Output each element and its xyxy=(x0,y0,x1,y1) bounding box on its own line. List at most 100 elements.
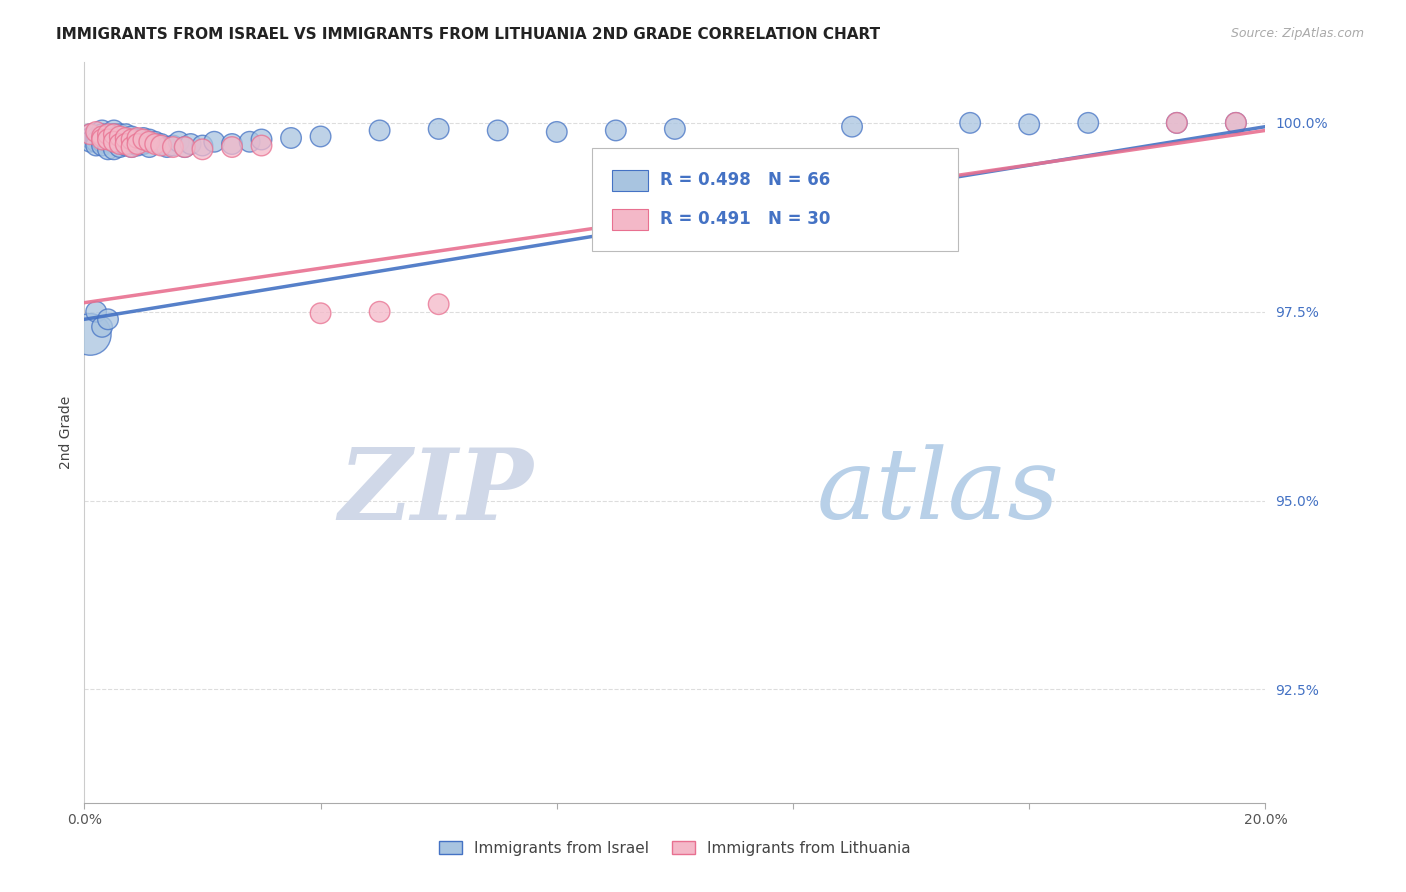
Point xyxy=(221,140,243,154)
Point xyxy=(180,136,202,151)
Point xyxy=(127,138,149,153)
Point xyxy=(486,123,509,137)
FancyBboxPatch shape xyxy=(612,169,648,191)
Point xyxy=(138,132,160,146)
Point xyxy=(114,136,136,151)
Point xyxy=(84,131,107,145)
Point xyxy=(162,140,184,154)
Point xyxy=(841,120,863,134)
Text: R = 0.491   N = 30: R = 0.491 N = 30 xyxy=(659,211,830,228)
Point xyxy=(103,131,125,145)
Point xyxy=(132,132,155,146)
Point xyxy=(309,306,332,320)
Point xyxy=(91,123,114,137)
Point xyxy=(173,140,195,154)
Point xyxy=(114,138,136,153)
Point xyxy=(103,127,125,141)
Text: R = 0.498   N = 66: R = 0.498 N = 66 xyxy=(659,171,830,189)
Point xyxy=(143,135,166,149)
Point xyxy=(156,140,179,154)
Point xyxy=(127,131,149,145)
Point xyxy=(114,127,136,141)
Point xyxy=(121,140,143,154)
Point xyxy=(79,131,101,145)
Point xyxy=(91,138,114,153)
Point xyxy=(173,140,195,154)
Point xyxy=(84,304,107,318)
Point xyxy=(103,142,125,156)
Point xyxy=(121,132,143,146)
Point xyxy=(84,125,107,139)
Point xyxy=(1018,117,1040,131)
Point xyxy=(103,135,125,149)
Point xyxy=(250,138,273,153)
FancyBboxPatch shape xyxy=(592,147,959,252)
Point xyxy=(121,135,143,149)
Point xyxy=(250,132,273,146)
Point xyxy=(127,132,149,146)
Point xyxy=(79,127,101,141)
Text: atlas: atlas xyxy=(817,444,1059,540)
Point xyxy=(91,132,114,146)
Text: IMMIGRANTS FROM ISRAEL VS IMMIGRANTS FROM LITHUANIA 2ND GRADE CORRELATION CHART: IMMIGRANTS FROM ISRAEL VS IMMIGRANTS FRO… xyxy=(56,27,880,42)
Point xyxy=(108,127,131,141)
Point xyxy=(309,129,332,144)
Point xyxy=(132,131,155,145)
FancyBboxPatch shape xyxy=(612,209,648,230)
Point xyxy=(368,123,391,137)
Legend: Immigrants from Israel, Immigrants from Lithuania: Immigrants from Israel, Immigrants from … xyxy=(433,835,917,862)
Point xyxy=(108,136,131,151)
Point xyxy=(79,127,101,141)
Point xyxy=(97,135,120,149)
Point xyxy=(97,132,120,146)
Point xyxy=(91,129,114,144)
Point xyxy=(221,136,243,151)
Point xyxy=(91,135,114,149)
Point xyxy=(97,127,120,141)
Point xyxy=(108,129,131,144)
Point xyxy=(84,135,107,149)
Point xyxy=(150,136,173,151)
Point xyxy=(1225,116,1247,130)
Text: Source: ZipAtlas.com: Source: ZipAtlas.com xyxy=(1230,27,1364,40)
Point xyxy=(79,327,101,342)
Point xyxy=(84,138,107,153)
Point xyxy=(191,138,214,153)
Y-axis label: 2nd Grade: 2nd Grade xyxy=(59,396,73,469)
Point xyxy=(546,125,568,139)
Point xyxy=(91,127,114,141)
Point xyxy=(167,135,190,149)
Point xyxy=(91,131,114,145)
Point xyxy=(1077,116,1099,130)
Point xyxy=(121,140,143,154)
Point xyxy=(103,127,125,141)
Point xyxy=(108,140,131,154)
Point xyxy=(97,131,120,145)
Point xyxy=(114,132,136,146)
Point xyxy=(191,142,214,156)
Point xyxy=(103,123,125,137)
Point xyxy=(959,116,981,130)
Point xyxy=(79,135,101,149)
Point xyxy=(132,136,155,151)
Point xyxy=(138,140,160,154)
Point xyxy=(97,127,120,141)
Point xyxy=(1166,116,1188,130)
Point xyxy=(368,304,391,318)
Point xyxy=(121,129,143,144)
Point xyxy=(97,312,120,326)
Point xyxy=(143,136,166,151)
Point xyxy=(664,122,686,136)
Point xyxy=(1225,116,1247,130)
Point xyxy=(427,122,450,136)
Point xyxy=(239,135,262,149)
Point xyxy=(108,135,131,149)
Point xyxy=(280,131,302,145)
Point xyxy=(605,123,627,137)
Point xyxy=(427,297,450,311)
Point xyxy=(97,142,120,156)
Point xyxy=(162,138,184,153)
Text: ZIP: ZIP xyxy=(339,443,533,540)
Point xyxy=(1166,116,1188,130)
Point xyxy=(103,135,125,149)
